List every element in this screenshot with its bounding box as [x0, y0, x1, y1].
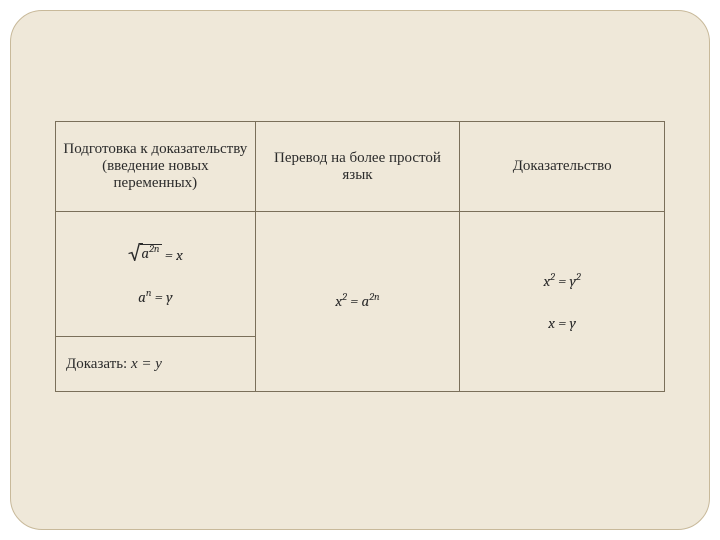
cell-col3-formulas: x2 = y2 x = y	[460, 212, 665, 392]
formula-row: √ a2n = x an = y x2 = a2n x2 =	[56, 212, 665, 337]
header-col-2: Перевод на более простой язык	[255, 122, 460, 212]
slide-card: Подготовка к доказательству (введение но…	[10, 10, 710, 530]
formula-x-eq-y: x = y	[548, 314, 576, 332]
proof-table: Подготовка к доказательству (введение но…	[55, 121, 665, 392]
formula-x2-y2: x2 = y2	[543, 272, 580, 290]
cell-col2-formula: x2 = a2n	[255, 212, 460, 392]
cell-prove: Доказать: x = y	[56, 337, 256, 392]
prove-formula: x = y	[131, 356, 162, 372]
formula-x2-a2n: x2 = a2n	[335, 292, 379, 310]
formula-sqrt: √ a2n = x	[128, 242, 183, 264]
table-header-row: Подготовка к доказательству (введение но…	[56, 122, 665, 212]
header-col-3: Доказательство	[460, 122, 665, 212]
formula-an-y: an = y	[138, 288, 172, 306]
header-col-1: Подготовка к доказательству (введение но…	[56, 122, 256, 212]
prove-label: Доказать:	[66, 356, 131, 372]
cell-col1-formulas: √ a2n = x an = y	[56, 212, 256, 337]
